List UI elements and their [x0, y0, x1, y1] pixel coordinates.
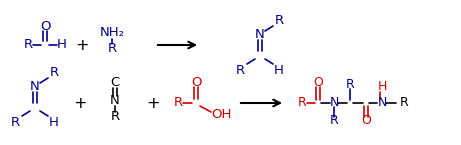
Text: OH: OH [211, 108, 231, 122]
Text: R: R [173, 97, 183, 109]
Text: N: N [329, 97, 339, 109]
Text: R: R [111, 110, 119, 124]
Text: R: R [24, 39, 33, 51]
Text: H: H [377, 80, 387, 94]
Text: H: H [49, 116, 59, 128]
Text: R: R [274, 13, 284, 27]
Text: O: O [191, 77, 201, 89]
Text: O: O [313, 77, 323, 89]
Text: O: O [40, 20, 50, 33]
Text: R: R [11, 116, 19, 128]
Text: R: R [298, 97, 307, 109]
Text: +: + [146, 96, 160, 110]
Text: C: C [110, 77, 119, 89]
Text: O: O [361, 115, 371, 127]
Text: N: N [377, 97, 387, 109]
Text: N: N [110, 95, 120, 107]
Text: N: N [30, 80, 40, 94]
Text: R: R [236, 64, 245, 77]
Text: R: R [400, 97, 408, 109]
Text: R: R [107, 42, 117, 56]
Text: N: N [255, 29, 265, 41]
Text: R: R [49, 66, 59, 78]
Text: +: + [73, 96, 87, 110]
Text: NH₂: NH₂ [100, 27, 124, 39]
Text: R: R [330, 115, 338, 127]
Text: +: + [75, 38, 89, 52]
Text: H: H [57, 39, 67, 51]
Text: H: H [274, 64, 284, 77]
Text: R: R [346, 78, 355, 91]
